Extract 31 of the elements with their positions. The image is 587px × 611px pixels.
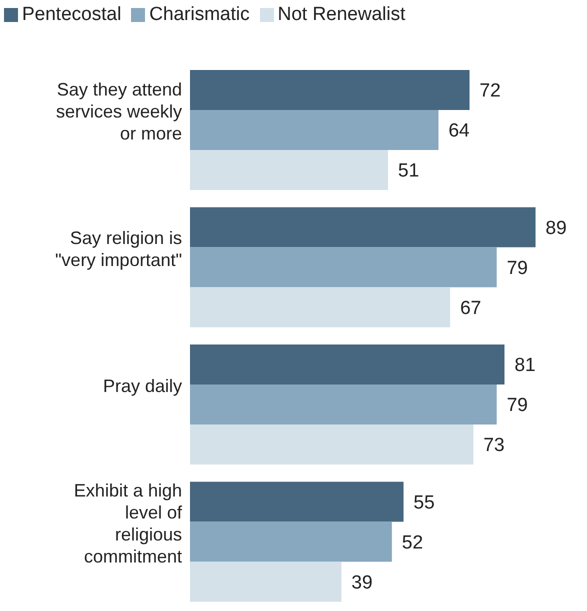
bar [190,110,438,150]
legend-label: Charismatic [149,4,250,25]
data-label: 79 [506,258,528,279]
data-label: 39 [351,572,373,594]
data-label: 72 [480,80,501,102]
data-label: 89 [546,218,567,239]
bar [190,424,474,464]
data-label: 52 [402,532,424,554]
bar [190,482,404,522]
data-label: 79 [506,395,528,416]
bar [190,384,497,424]
legend-label: Pentecostal [22,4,122,25]
bar [190,207,536,248]
data-label: 73 [483,435,505,456]
legend-label: Not Renewalist [278,4,406,25]
bar [190,247,497,288]
bar [190,344,504,384]
y-tick-label: Say they attend services weekly or more [56,79,182,144]
bar [190,522,392,562]
bar [190,287,450,328]
bar [190,70,470,110]
y-tick-label: Exhibit a high level of religious commitment [74,480,183,566]
y-tick-label: Say religion is "very important" [55,228,182,270]
bar [190,562,342,602]
bar [190,150,388,190]
data-label: 67 [460,298,482,319]
data-label: 81 [514,355,536,376]
data-label: 55 [414,492,435,514]
data-label: 64 [448,120,470,142]
data-label: 51 [398,160,420,182]
y-tick-label: Pray daily [102,376,182,396]
